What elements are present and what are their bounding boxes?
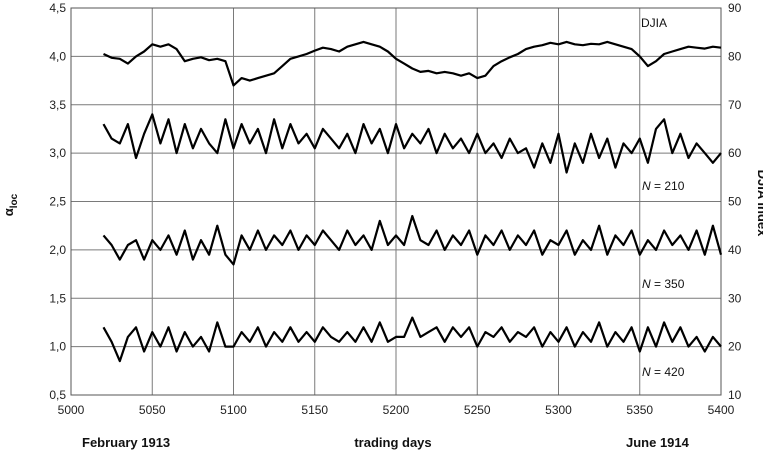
x-tick-label: 5400	[708, 403, 735, 417]
series-line-n-350	[102, 214, 723, 266]
right-tick-label: 60	[728, 146, 742, 160]
right-tick-label: 10	[728, 388, 742, 402]
right-axis-title: DJIA Index	[755, 170, 763, 237]
x-tick-label: 5300	[545, 403, 572, 417]
x-tick-label: 5100	[220, 403, 247, 417]
left-tick-label: 2,5	[49, 195, 66, 209]
series-label-n-210: N = 210	[642, 179, 685, 193]
series-layer	[102, 40, 723, 363]
series-label-n-350: N = 350	[642, 277, 685, 291]
x-tick-label: 5050	[139, 403, 166, 417]
x-tick-label: 5350	[626, 403, 653, 417]
plot-frame	[70, 7, 722, 396]
date-right-label: June 1914	[626, 435, 690, 450]
right-tick-label: 80	[728, 49, 742, 63]
left-tick-label: 4,0	[49, 49, 66, 63]
right-axis-ticks: 10 20 30 40 50 60 70 80 90	[728, 1, 742, 402]
right-tick-label: 70	[728, 98, 742, 112]
series-line-n-420	[102, 316, 722, 363]
x-tick-label: 5000	[58, 403, 85, 417]
series-label-djia: DJIA	[641, 16, 667, 30]
left-axis-title: αloc	[1, 193, 20, 216]
series-line-djia	[103, 40, 722, 87]
right-tick-label: 30	[728, 291, 742, 305]
right-tick-label: 90	[728, 1, 742, 15]
series-labels: DJIA N = 210 N = 350 N = 420	[641, 16, 685, 379]
left-tick-label: 1,0	[49, 340, 66, 354]
x-axis-title: trading days	[354, 435, 431, 450]
right-tick-label: 20	[728, 340, 742, 354]
left-tick-label: 0,5	[49, 388, 66, 402]
right-tick-label: 40	[728, 243, 742, 257]
left-tick-label: 4,5	[49, 1, 66, 15]
left-tick-label: 3,0	[49, 146, 66, 160]
left-tick-label: 2,0	[49, 243, 66, 257]
left-axis-ticks: 0,5 1,0 1,5 2,0 2,5 3,0 3,5 4,0 4,5	[49, 1, 66, 402]
x-tick-label: 5150	[301, 403, 328, 417]
x-tick-label: 5200	[383, 403, 410, 417]
x-tick-label: 5250	[464, 403, 491, 417]
right-tick-label: 50	[728, 195, 742, 209]
grid	[71, 8, 721, 395]
series-label-n-420: N = 420	[642, 365, 685, 379]
x-axis-ticks: 5000 5050 5100 5150 5200 5250 5300 5350 5400	[58, 403, 735, 417]
date-left-label: February 1913	[82, 435, 170, 450]
left-tick-label: 1,5	[49, 291, 66, 305]
left-tick-label: 3,5	[49, 98, 66, 112]
series-line-n-210	[102, 113, 722, 174]
